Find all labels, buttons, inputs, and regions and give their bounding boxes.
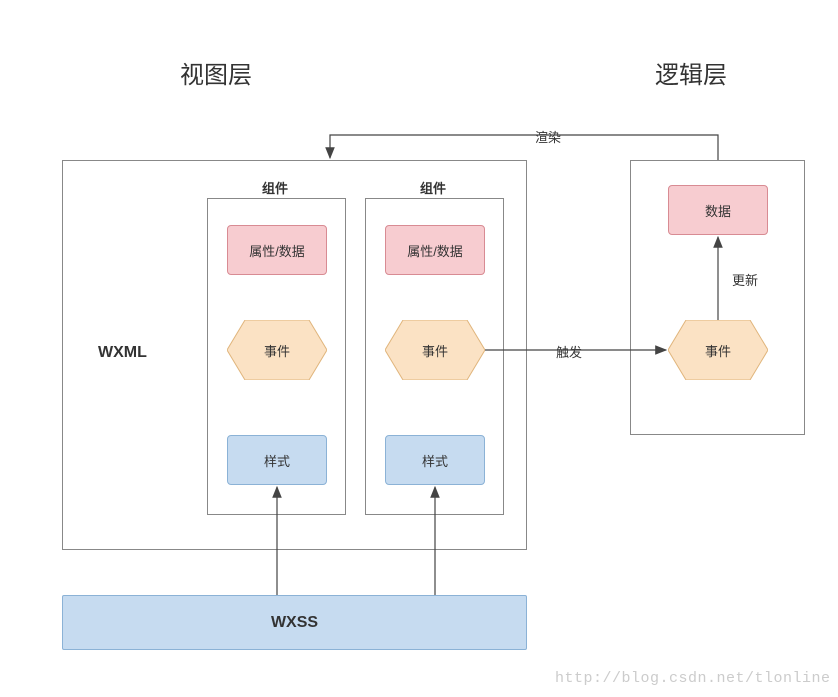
wxss-label: WXSS <box>271 614 318 632</box>
wxml-label: WXML <box>98 344 147 362</box>
logic-data-box: 数据 <box>668 185 768 235</box>
component1-event-hex: 事件 <box>227 320 327 380</box>
component2-style-box: 样式 <box>385 435 485 485</box>
logic-layer-heading: 逻辑层 <box>655 55 727 90</box>
component2-style-label: 样式 <box>422 451 448 470</box>
component1-title: 组件 <box>262 178 288 197</box>
component2-event-hex: 事件 <box>385 320 485 380</box>
logic-event-label: 事件 <box>705 341 731 360</box>
logic-data-label: 数据 <box>705 201 731 220</box>
component2-attr-box: 属性/数据 <box>385 225 485 275</box>
component1-attr-label: 属性/数据 <box>249 241 305 260</box>
wxss-box: WXSS <box>62 595 527 650</box>
component2-title: 组件 <box>420 178 446 197</box>
watermark-text: http://blog.csdn.net/tlonline <box>555 670 831 687</box>
component2-event-label: 事件 <box>422 341 448 360</box>
component1-event-label: 事件 <box>264 341 290 360</box>
update-edge-label: 更新 <box>730 270 760 289</box>
component1-style-label: 样式 <box>264 451 290 470</box>
view-layer-heading: 视图层 <box>180 55 252 90</box>
trigger-edge-label: 触发 <box>554 342 584 361</box>
render-edge-label: 渲染 <box>533 127 563 146</box>
component1-attr-box: 属性/数据 <box>227 225 327 275</box>
component2-attr-label: 属性/数据 <box>407 241 463 260</box>
logic-event-hex: 事件 <box>668 320 768 380</box>
component1-style-box: 样式 <box>227 435 327 485</box>
